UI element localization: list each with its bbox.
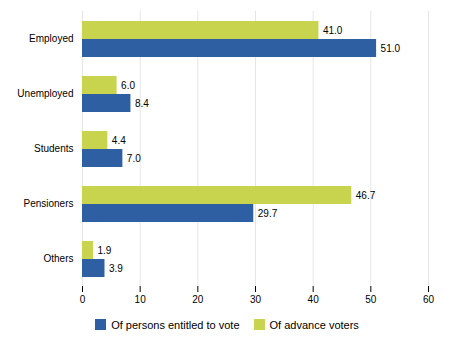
html-text:Of persons entitled to vote: Of persons entitled to vote xyxy=(111,319,240,331)
svg-text:51.0: 51.0 xyxy=(381,43,401,54)
svg-text:10: 10 xyxy=(135,294,147,305)
svg-text:Employed: Employed xyxy=(29,33,73,44)
svg-text:60: 60 xyxy=(423,294,435,305)
svg-text:1.9: 1.9 xyxy=(97,245,111,256)
svg-text:41.0: 41.0 xyxy=(323,25,343,36)
svg-text:29.7: 29.7 xyxy=(258,208,278,219)
svg-text:Students: Students xyxy=(34,143,73,154)
svg-text:7.0: 7.0 xyxy=(127,153,141,164)
svg-text:Pensioners: Pensioners xyxy=(23,198,73,209)
svg-text:8.4: 8.4 xyxy=(135,98,149,109)
svg-text:46.7: 46.7 xyxy=(356,190,376,201)
svg-text:Unemployed: Unemployed xyxy=(17,88,73,99)
svg-text:Others: Others xyxy=(43,253,73,264)
svg-text:6.0: 6.0 xyxy=(121,80,135,91)
svg-text:3.9: 3.9 xyxy=(109,263,123,274)
svg-text:20: 20 xyxy=(192,294,204,305)
svg-text:40: 40 xyxy=(308,294,320,305)
svg-text:50: 50 xyxy=(365,294,377,305)
svg-text:30: 30 xyxy=(250,294,262,305)
svg-text:0: 0 xyxy=(80,294,86,305)
html-text:Of advance voters: Of advance voters xyxy=(269,319,359,331)
svg-text:4.4: 4.4 xyxy=(112,135,126,146)
